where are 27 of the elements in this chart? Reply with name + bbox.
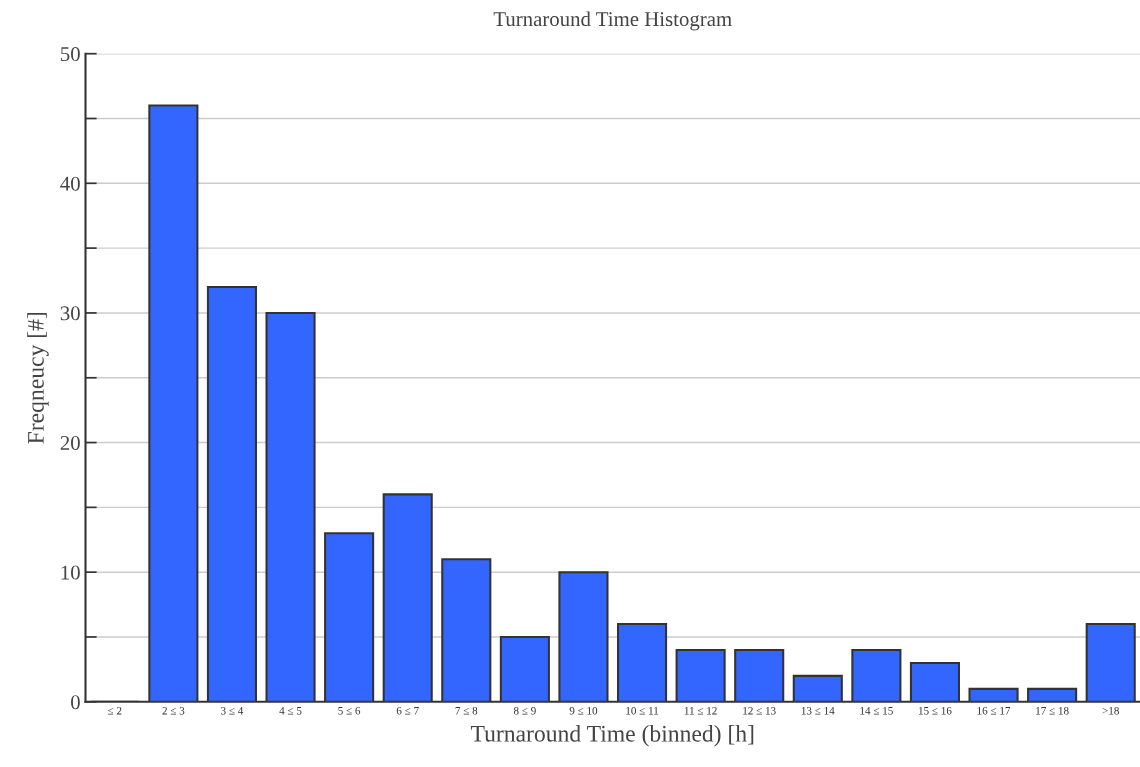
x-tick-label: 6 ≤ 7 (396, 707, 419, 715)
x-tick-label: 13 ≤ 14 (801, 707, 835, 715)
y-tick-label: 40 (60, 176, 80, 191)
y-tick-label: 50 (61, 47, 80, 62)
x-tick-label: >18 (1102, 706, 1119, 715)
x-tick-label: 14 ≤ 15 (860, 707, 893, 715)
x-tick-label: 17 ≤ 18 (1036, 706, 1069, 715)
x-tick-label: 3 ≤ 4 (221, 707, 244, 715)
x-axis-title: Turnaround Time (binned) [h] (470, 725, 754, 747)
y-tick-label: 20 (60, 435, 80, 450)
x-tick-label: 9 ≤ 10 (569, 706, 598, 715)
x-tick-label: 8 ≤ 9 (513, 706, 536, 715)
y-tick-label: 30 (60, 306, 80, 321)
x-tick-label: 15 ≤ 16 (919, 707, 952, 715)
chart-title: Turnaround Time Histogram (493, 11, 732, 31)
x-tick-label: 16 ≤ 17 (977, 707, 1011, 715)
x-tick-label: 2 ≤ 3 (162, 707, 185, 715)
x-tick-label: 7 ≤ 8 (455, 706, 478, 715)
y-tick-label: 10 (61, 565, 80, 580)
x-tick-label: 12 ≤ 13 (743, 707, 776, 715)
x-tick-label: 10 ≤ 11 (626, 706, 659, 715)
y-axis-title: Freqneucy [#] (27, 312, 49, 444)
x-tick-label: ≤ 2 (108, 707, 122, 715)
x-tick-label: 5 ≤ 6 (338, 707, 361, 715)
x-tick-label: 11 ≤ 12 (684, 707, 717, 715)
x-tick-label: 4 ≤ 5 (279, 707, 302, 715)
y-tick-label: 0 (71, 695, 80, 710)
